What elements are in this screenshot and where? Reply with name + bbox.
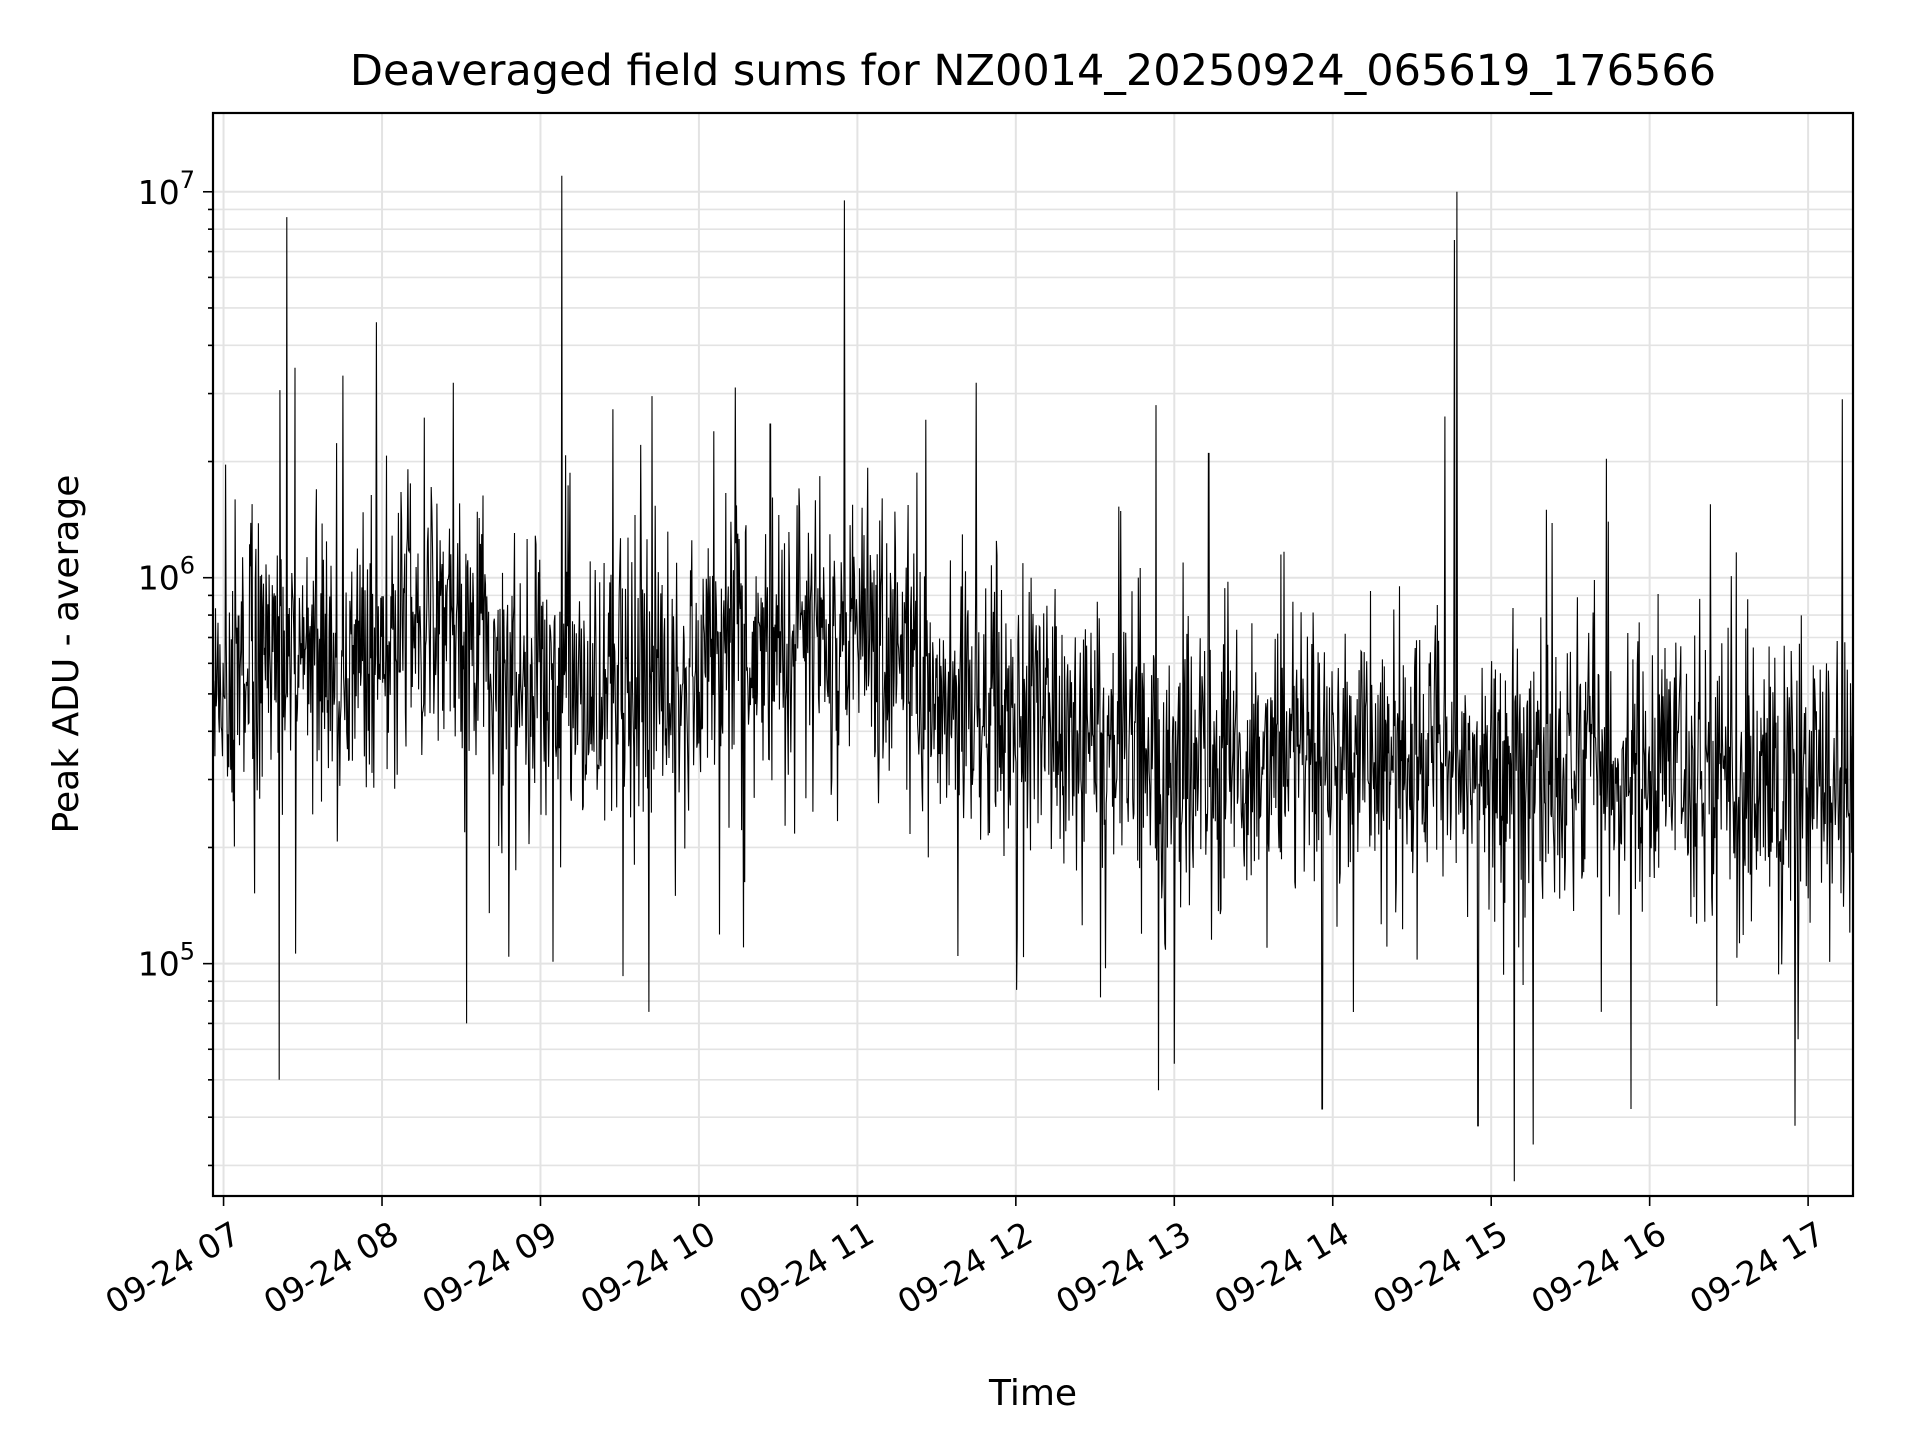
data-layer <box>212 175 1854 1182</box>
chart-title: Deaveraged field sums for NZ0014_2025092… <box>350 46 1716 96</box>
y-tick-label: 105 <box>138 938 195 984</box>
plot-frame <box>211 111 1855 1198</box>
series-line <box>212 175 1854 1182</box>
y-axis-label: Peak ADU - average <box>46 475 87 834</box>
y-tick-label: 107 <box>138 166 195 212</box>
y-tick-label: 106 <box>138 552 195 598</box>
x-axis-label: Time <box>988 1373 1077 1414</box>
